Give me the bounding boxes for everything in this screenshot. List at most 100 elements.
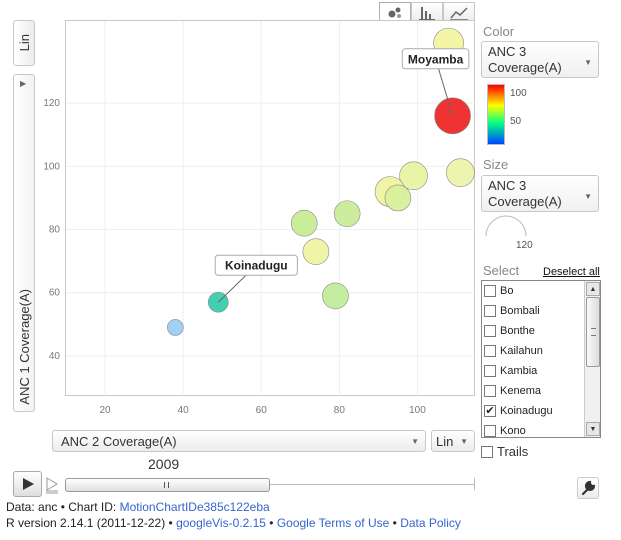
color-legend-low: 50 bbox=[510, 116, 522, 127]
checkbox[interactable] bbox=[484, 365, 496, 377]
chevron-down-icon: ▼ bbox=[411, 437, 419, 446]
x-tick-label: 20 bbox=[99, 405, 111, 416]
tab-bar-chart[interactable] bbox=[411, 2, 443, 22]
tab-line-chart[interactable] bbox=[443, 2, 475, 22]
wrench-icon bbox=[581, 480, 596, 496]
color-variable-dropdown[interactable]: ANC 3 Coverage(A) ▼ bbox=[481, 41, 599, 78]
time-track[interactable] bbox=[65, 484, 475, 485]
select-item-kenema[interactable]: Kenema bbox=[484, 381, 586, 401]
footer-r-version: R version 2.14.1 (2011-12-22) • bbox=[6, 516, 177, 530]
bubble-point[interactable] bbox=[290, 209, 318, 237]
trails-label: Trails bbox=[497, 444, 529, 459]
size-variable: ANC 3 Coverage(A) bbox=[488, 178, 562, 209]
playback-speed-icon[interactable] bbox=[45, 474, 59, 494]
select-item-label: Kenema bbox=[500, 385, 541, 397]
select-item-label: Koinadugu bbox=[500, 405, 553, 417]
select-item-kambia[interactable]: Kambia bbox=[484, 361, 586, 381]
select-item-label: Bonthe bbox=[500, 325, 535, 337]
y-tick-label: 60 bbox=[49, 288, 61, 299]
checkbox[interactable]: ✔ bbox=[484, 404, 496, 417]
select-item-kono[interactable]: Kono bbox=[484, 421, 586, 437]
footer-data-text: Data: anc • Chart ID: bbox=[6, 500, 120, 514]
bubble-point[interactable] bbox=[399, 161, 428, 191]
checkbox[interactable] bbox=[484, 325, 496, 337]
y-scale-label: Lin bbox=[16, 34, 32, 52]
checkbox[interactable] bbox=[484, 285, 496, 297]
x-tick-label: 100 bbox=[409, 405, 426, 416]
size-label: Size bbox=[483, 157, 509, 172]
bubble-point[interactable] bbox=[333, 200, 361, 228]
checkbox[interactable] bbox=[484, 345, 496, 357]
select-item-bo[interactable]: Bo bbox=[484, 281, 586, 301]
play-icon bbox=[22, 478, 34, 490]
color-legend-high: 100 bbox=[510, 88, 527, 99]
x-axis-label: ANC 2 Coverage(A) bbox=[61, 434, 177, 449]
bubble-point[interactable] bbox=[322, 282, 349, 310]
y-scale-dropdown[interactable]: Lin bbox=[13, 20, 35, 66]
chevron-down-icon: ▼ bbox=[584, 58, 592, 67]
x-variable-dropdown[interactable]: ANC 2 Coverage(A) ▼ bbox=[52, 430, 426, 452]
y-tick-label: 40 bbox=[49, 351, 61, 362]
checkbox[interactable] bbox=[484, 385, 496, 397]
x-scale-label: Lin bbox=[436, 434, 454, 449]
settings-button[interactable] bbox=[577, 477, 599, 499]
footer-line-2: R version 2.14.1 (2011-12-22) • googleVi… bbox=[6, 516, 461, 530]
bubble-label: Koinadugu bbox=[225, 259, 288, 273]
y-axis-label: ANC 1 Coverage(A) bbox=[16, 289, 32, 405]
line-chart-icon bbox=[450, 6, 468, 20]
time-slider[interactable] bbox=[65, 478, 270, 492]
chart-type-tabs bbox=[379, 2, 475, 22]
data-policy-link[interactable]: Data Policy bbox=[400, 516, 461, 530]
deselect-all-link[interactable]: Deselect all bbox=[543, 266, 600, 278]
x-tick-label: 80 bbox=[334, 405, 346, 416]
select-item-kailahun[interactable]: Kailahun bbox=[484, 341, 586, 361]
current-year: 2009 bbox=[148, 456, 180, 472]
plot-area[interactable]: 40 60 80 100 120 20 40 60 80 100 Moyamba Koinadugu bbox=[43, 20, 476, 416]
tab-bubble-chart[interactable] bbox=[379, 2, 411, 22]
y-tick-label: 80 bbox=[49, 225, 61, 236]
chevron-down-icon: ▼ bbox=[460, 437, 468, 446]
checkbox[interactable] bbox=[484, 305, 496, 317]
size-variable-dropdown[interactable]: ANC 3 Coverage(A) ▼ bbox=[481, 175, 599, 212]
color-variable: ANC 3 Coverage(A) bbox=[488, 44, 562, 75]
entity-select-list[interactable]: Bo Bombali Bonthe Kailahun Kambia Kenema ✔ Koin… bbox=[481, 280, 601, 438]
checkbox[interactable] bbox=[484, 425, 496, 437]
select-item-label: Bombali bbox=[500, 305, 540, 317]
trails-check[interactable] bbox=[481, 445, 493, 458]
bar-chart-icon bbox=[419, 6, 435, 20]
trails-checkbox[interactable]: Trails bbox=[481, 444, 528, 459]
googlevis-link[interactable]: googleVis-0.2.15 bbox=[176, 516, 266, 530]
list-scrollbar[interactable]: ▲ ▼ bbox=[584, 281, 600, 437]
bubble-label-box bbox=[214, 254, 298, 276]
footer-line-1: Data: anc • Chart ID: MotionChartIDe385c… bbox=[6, 500, 270, 514]
y-tick-label: 100 bbox=[43, 161, 60, 172]
play-button[interactable] bbox=[13, 471, 42, 497]
select-item-bonthe[interactable]: Bonthe bbox=[484, 321, 586, 341]
size-legend-icon bbox=[485, 215, 527, 237]
bubble-chart-icon bbox=[388, 7, 401, 18]
footer-sep: • bbox=[389, 516, 401, 530]
bubble-point[interactable] bbox=[302, 238, 330, 265]
select-item-label: Bo bbox=[500, 285, 514, 297]
bubble-point[interactable] bbox=[384, 184, 412, 212]
chevron-down-icon: ▼ bbox=[584, 192, 592, 201]
bubble-label: Moyamba bbox=[408, 52, 464, 66]
select-item-label: Kono bbox=[500, 425, 526, 437]
terms-of-use-link[interactable]: Google Terms of Use bbox=[276, 516, 390, 530]
select-item-label: Kambia bbox=[500, 365, 538, 377]
footer-sep: • bbox=[265, 516, 277, 530]
chart-id-link[interactable]: MotionChartIDe385c122eba bbox=[119, 500, 270, 514]
color-gradient-legend bbox=[487, 84, 505, 145]
y-variable-dropdown[interactable]: ▶ ANC 1 Coverage(A) bbox=[13, 74, 35, 412]
bubble-chart[interactable]: 40 60 80 100 120 20 40 60 80 100 Moyamba Koinadugu bbox=[43, 21, 476, 416]
bubble-point[interactable] bbox=[167, 319, 184, 336]
bubble-point[interactable] bbox=[446, 158, 475, 187]
size-legend-value: 120 bbox=[516, 240, 533, 251]
scroll-up-icon[interactable]: ▲ bbox=[586, 282, 600, 296]
scroll-thumb[interactable] bbox=[586, 297, 600, 367]
select-item-bombali[interactable]: Bombali bbox=[484, 301, 586, 321]
select-item-koinadugu[interactable]: ✔ Koinadugu bbox=[484, 401, 586, 421]
x-scale-dropdown[interactable]: Lin ▼ bbox=[431, 430, 475, 452]
x-tick-label: 40 bbox=[178, 405, 190, 416]
scroll-down-icon[interactable]: ▼ bbox=[586, 422, 600, 436]
